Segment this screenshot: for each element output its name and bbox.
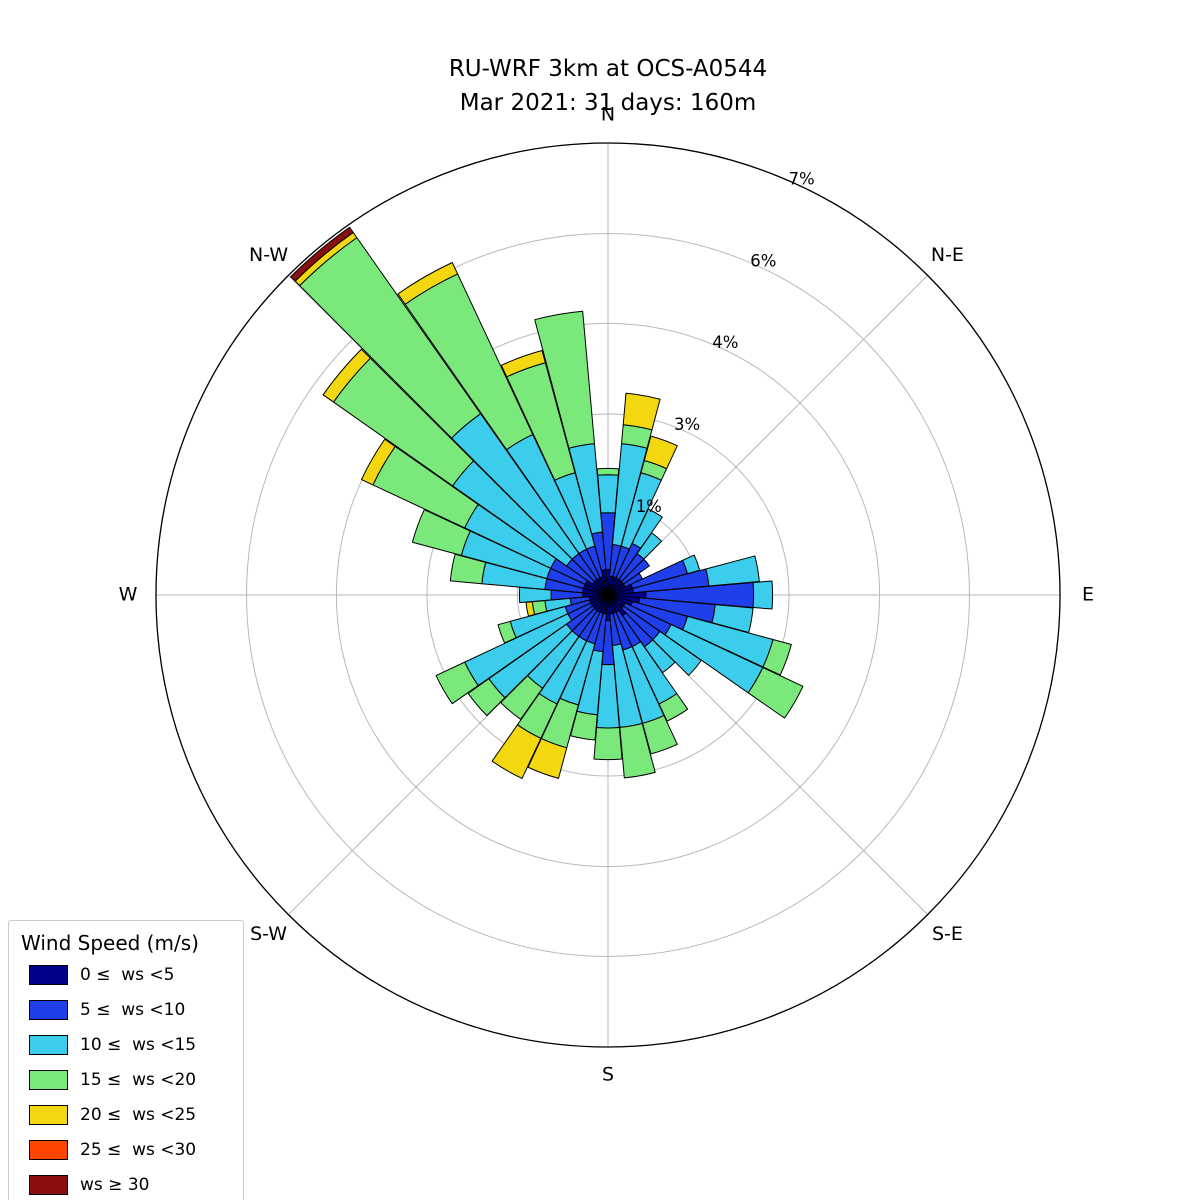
- legend-items: 0 ≤ ws <5 5 ≤ ws <10 10 ≤ ws <15 15 ≤ ws <2…: [19, 965, 237, 1195]
- windrose-bar-segment: [622, 392, 661, 431]
- windrose-bar-segment: [397, 262, 459, 305]
- legend-swatch-6: [29, 1175, 68, 1195]
- windrose-bar-segment: [596, 467, 620, 476]
- legend-swatch-5: [29, 1140, 68, 1160]
- legend-item-label: 20 ≤ ws <25: [80, 1105, 197, 1125]
- legend-swatch-0: [29, 965, 68, 985]
- legend-item-label: 5 ≤ ws <10: [80, 1000, 186, 1020]
- windrose-bar-segment: [411, 509, 471, 556]
- legend-item-label: ws ≥ 30: [80, 1175, 150, 1195]
- windrose-bar-segment: [705, 555, 760, 587]
- windrose-bar-segment: [534, 310, 595, 449]
- radial-tick-label: 1%: [636, 497, 662, 516]
- windrose-bar-segment: [500, 350, 546, 378]
- windrose-bar-segment: [467, 678, 506, 717]
- legend-swatch-4: [29, 1105, 68, 1125]
- radial-tick-label: 3%: [674, 415, 700, 434]
- legend-item: 20 ≤ ws <25: [29, 1105, 237, 1125]
- compass-label-S-W: S-W: [250, 923, 287, 945]
- windrose-bar-segment: [322, 348, 371, 403]
- legend-item: ws ≥ 30: [29, 1175, 237, 1195]
- chart-title-line-1: RU-WRF 3km at OCS-A0544: [448, 56, 768, 82]
- windrose-bar-segment: [491, 724, 542, 779]
- legend-item: 0 ≤ ws <5: [29, 965, 237, 985]
- radial-tick-label: 7%: [788, 169, 814, 188]
- windrose-bar-segment: [597, 474, 619, 514]
- legend-swatch-3: [29, 1070, 68, 1090]
- legend: Wind Speed (m/s) 0 ≤ ws <5 5 ≤ ws <10 10 ≤…: [8, 920, 244, 1200]
- compass-label-N: N: [601, 104, 615, 126]
- compass-label-N-E: N-E: [931, 244, 964, 266]
- radial-tick-label: 4%: [712, 333, 738, 352]
- windrose-bar-segment: [527, 738, 568, 779]
- windrose-bar-segment: [762, 639, 792, 676]
- windrose-bar-segment: [747, 667, 804, 719]
- compass-label-W: W: [119, 584, 138, 606]
- legend-swatch-1: [29, 1000, 68, 1020]
- chart-title-line-2: Mar 2021: 31 days: 160m: [459, 90, 757, 116]
- legend-item-label: 0 ≤ ws <5: [80, 965, 175, 985]
- legend-item: 10 ≤ ws <15: [29, 1035, 237, 1055]
- compass-label-S-E: S-E: [932, 923, 963, 945]
- chart-title-block: RU-WRF 3km at OCS-A0544 Mar 2021: 31 day…: [0, 52, 1200, 120]
- windrose-bar-segment: [290, 226, 354, 282]
- legend-title: Wind Speed (m/s): [21, 931, 199, 955]
- compass-label-E: E: [1082, 584, 1094, 606]
- radial-tick-label: 6%: [750, 251, 776, 270]
- legend-item: 25 ≤ ws <30: [29, 1140, 237, 1160]
- windrose-bar-segment: [435, 661, 479, 705]
- compass-label-N-W: N-W: [249, 244, 288, 266]
- legend-item: 15 ≤ ws <20: [29, 1070, 237, 1090]
- legend-item-label: 25 ≤ ws <30: [80, 1140, 197, 1160]
- legend-item-label: 15 ≤ ws <20: [80, 1070, 197, 1090]
- polar-axis-outline: [155, 142, 1061, 1048]
- compass-label-S: S: [602, 1064, 614, 1086]
- legend-item-label: 10 ≤ ws <15: [80, 1035, 197, 1055]
- windrose-bar-segment: [360, 438, 396, 486]
- windrose-bar-segment: [643, 435, 678, 470]
- legend-item: 5 ≤ ws <10: [29, 1000, 237, 1020]
- legend-swatch-2: [29, 1035, 68, 1055]
- windrose-bar-segment: [593, 726, 623, 761]
- windrose-bar-segment: [497, 620, 517, 644]
- windrose-bar-segment: [752, 580, 774, 610]
